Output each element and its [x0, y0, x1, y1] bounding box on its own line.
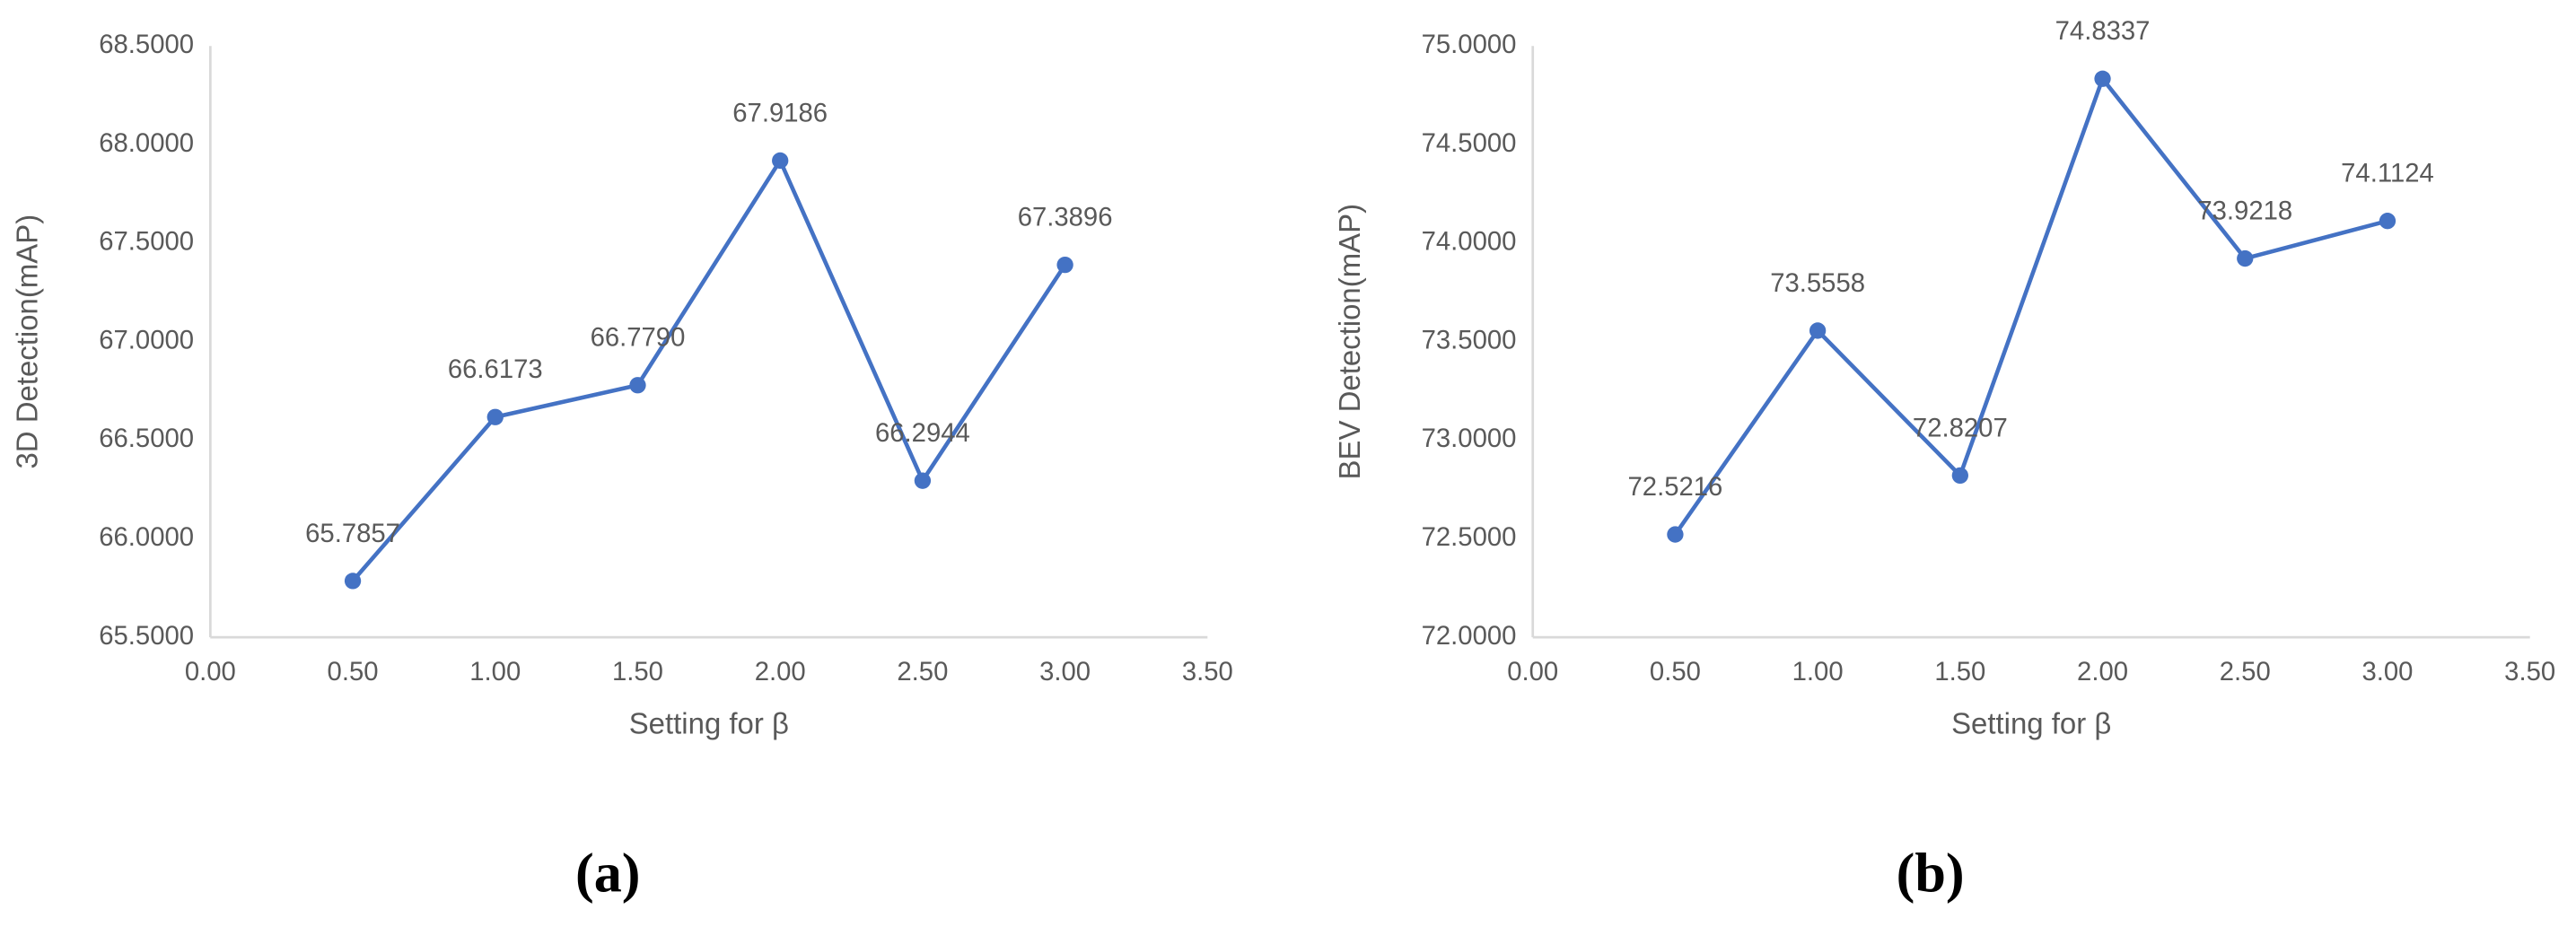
data-point — [2379, 213, 2396, 230]
x-tick-label: 2.50 — [897, 657, 948, 687]
data-label: 74.1124 — [2341, 159, 2434, 188]
x-tick-label: 1.50 — [1934, 657, 1985, 687]
x-tick-label: 0.50 — [328, 657, 379, 687]
y-tick-label: 74.0000 — [1422, 227, 1517, 257]
y-tick-label: 73.0000 — [1422, 424, 1517, 453]
x-tick-label: 3.00 — [1039, 657, 1091, 687]
data-label: 72.5216 — [1628, 472, 1723, 502]
x-tick-label: 2.00 — [2077, 657, 2128, 687]
data-point — [344, 573, 362, 590]
data-point — [772, 152, 789, 170]
data-point — [1056, 256, 1073, 274]
y-tick-label: 68.0000 — [99, 128, 194, 158]
data-point — [1667, 526, 1684, 543]
data-label: 74.8337 — [2055, 16, 2151, 46]
data-label: 72.8207 — [1913, 413, 2008, 442]
data-label: 65.7857 — [305, 519, 400, 548]
y-tick-label: 75.0000 — [1422, 30, 1517, 59]
data-point — [629, 377, 646, 394]
data-point — [1951, 467, 1968, 485]
x-tick-label: 0.50 — [1650, 657, 1701, 687]
y-axis-title: 3D Detection(mAP) — [11, 214, 44, 469]
y-tick-label: 73.5000 — [1422, 325, 1517, 354]
x-tick-label: 0.00 — [1507, 657, 1558, 687]
x-tick-label: 3.50 — [2504, 657, 2555, 687]
y-tick-label: 67.5000 — [99, 227, 194, 257]
x-tick-label: 1.50 — [612, 657, 663, 687]
y-axis-title: BEV Detection(mAP) — [1333, 204, 1366, 480]
data-point — [2094, 70, 2111, 87]
data-point — [486, 408, 504, 425]
caption: (a) — [575, 843, 641, 904]
x-tick-label: 3.00 — [2361, 657, 2413, 687]
data-label: 67.3896 — [1018, 203, 1113, 232]
y-tick-label: 74.5000 — [1422, 128, 1517, 158]
data-label: 66.6173 — [448, 354, 543, 384]
data-label: 73.9218 — [2197, 197, 2292, 226]
y-tick-label: 68.5000 — [99, 30, 194, 59]
y-tick-label: 72.5000 — [1422, 522, 1517, 552]
data-label: 66.2944 — [875, 418, 970, 448]
data-line — [351, 156, 1067, 582]
data-label: 67.9186 — [732, 98, 828, 127]
data-label: 66.7790 — [591, 323, 686, 353]
x-axis-title: Setting for β — [1951, 707, 2111, 740]
caption: (b) — [1897, 843, 1965, 904]
y-tick-label: 67.0000 — [99, 325, 194, 354]
chart: 65.5000 66.0000 66.5000 67.0000 67.5000 68.00… — [11, 30, 1233, 904]
chart: 72.0000 72.5000 73.0000 73.5000 74.0000 74.50… — [1333, 16, 2555, 904]
y-tick-label: 66.5000 — [99, 424, 194, 453]
data-point — [2237, 249, 2254, 267]
x-tick-label: 2.00 — [755, 657, 806, 687]
data-point — [1809, 322, 1827, 339]
data-line — [1673, 74, 2388, 536]
y-tick-label: 66.0000 — [99, 522, 194, 552]
x-tick-label: 0.00 — [185, 657, 236, 687]
x-tick-label: 1.00 — [469, 657, 521, 687]
x-axis-title: Setting for β — [629, 707, 789, 740]
data-label: 73.5558 — [1770, 268, 1865, 298]
x-tick-label: 1.00 — [1792, 657, 1844, 687]
data-point — [914, 472, 932, 489]
y-tick-label: 65.5000 — [99, 621, 194, 651]
y-tick-label: 72.0000 — [1422, 621, 1517, 651]
x-tick-label: 3.50 — [1182, 657, 1233, 687]
x-tick-label: 2.50 — [2220, 657, 2271, 687]
